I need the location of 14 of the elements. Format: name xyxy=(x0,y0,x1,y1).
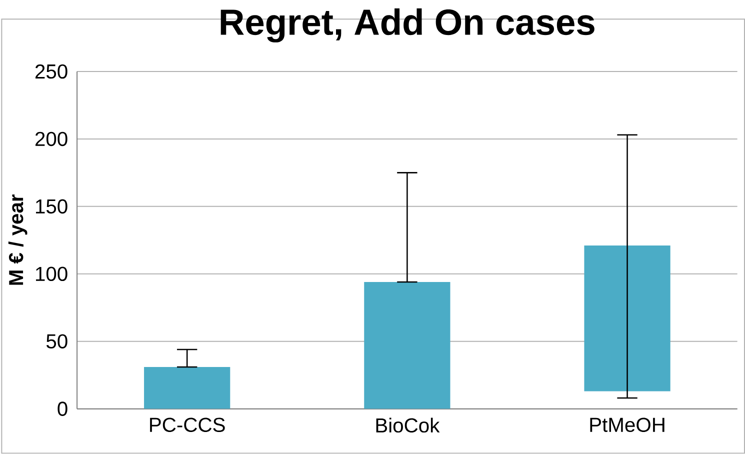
bar xyxy=(144,367,230,409)
y-tick-label: 200 xyxy=(35,132,68,146)
chart-title: Regret, Add On cases xyxy=(220,8,594,43)
bar xyxy=(364,282,450,409)
y-tick-label: 50 xyxy=(46,334,68,349)
y-tick-label: 100 xyxy=(36,266,68,282)
y-tick-label: 150 xyxy=(36,199,68,214)
y-tick-label: 250 xyxy=(35,64,68,79)
bar xyxy=(584,246,670,392)
x-tick-label: PC-CCS xyxy=(150,418,225,432)
y-axis-title: M € / year xyxy=(8,194,28,285)
x-tick-label: PtMeOH xyxy=(590,418,664,432)
x-tick-label: BioCok xyxy=(376,418,440,433)
y-tick-label: 0 xyxy=(58,402,68,416)
